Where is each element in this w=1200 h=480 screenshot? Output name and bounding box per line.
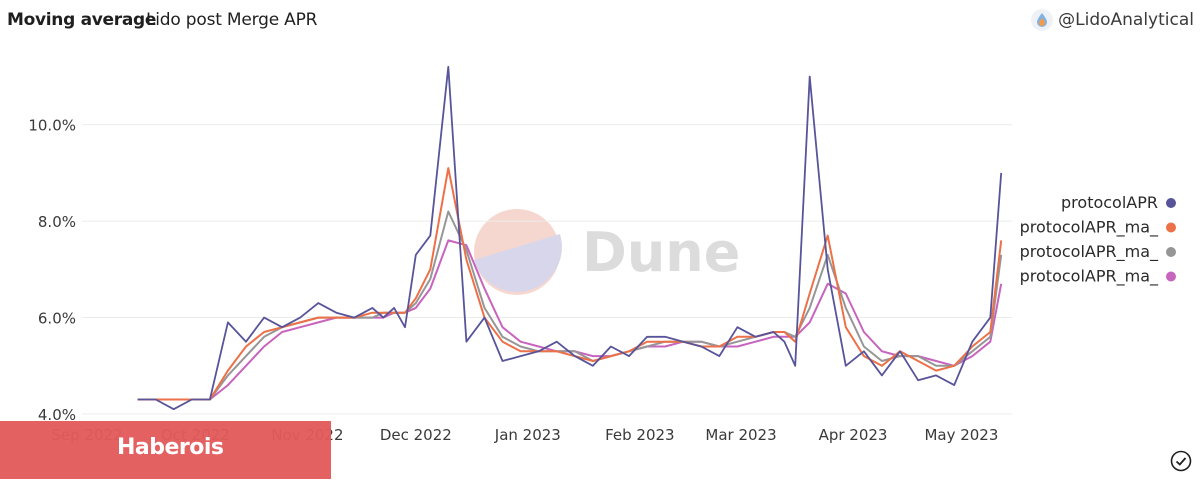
x-tick-label: Feb 2023 (605, 426, 675, 444)
legend-label: protocolAPR_ma_ (1020, 267, 1159, 287)
author-link[interactable]: @LidoAnalytical (1058, 10, 1194, 30)
y-tick-label: 8.0% (38, 213, 76, 231)
legend-label: protocolAPR_ma_ (1020, 242, 1159, 262)
legend-swatch (1166, 247, 1176, 257)
series-line-0 (137, 65, 1003, 411)
legend-label: protocolAPR (1061, 193, 1158, 212)
legend-swatch (1166, 222, 1176, 233)
x-tick-label: May 2023 (924, 426, 998, 444)
x-tick-label: Jan 2023 (494, 426, 561, 444)
banner-text: Haberois (117, 435, 224, 460)
series-line-1 (137, 167, 1003, 401)
y-tick-label: 6.0% (38, 310, 76, 328)
legend-swatch (1166, 198, 1176, 208)
line-chart: Dune 4.0%6.0%8.0%10.0% Sep 2022Oct 2022N… (28, 65, 1176, 444)
drop-icon (1031, 9, 1053, 31)
promo-banner: Haberois (0, 421, 331, 479)
legend-swatch (1166, 271, 1176, 282)
y-tick-label: 4.0% (38, 406, 76, 424)
chart-title: Moving average (7, 10, 157, 30)
chart-subtitle: Lido post Merge APR (146, 10, 318, 30)
watermark-text: Dune (582, 221, 740, 284)
chart-header: Moving average Lido post Merge APR @Lido… (0, 0, 1200, 42)
check-circle-icon[interactable] (1170, 450, 1192, 472)
legend-label: protocolAPR_ma_ (1020, 218, 1159, 238)
y-tick-label: 10.0% (28, 117, 76, 135)
x-tick-label: Apr 2023 (819, 426, 888, 444)
dune-watermark: Dune (474, 209, 740, 295)
x-tick-label: Dec 2022 (380, 426, 452, 444)
series-line-2 (137, 210, 1003, 401)
x-tick-label: Mar 2023 (705, 426, 776, 444)
